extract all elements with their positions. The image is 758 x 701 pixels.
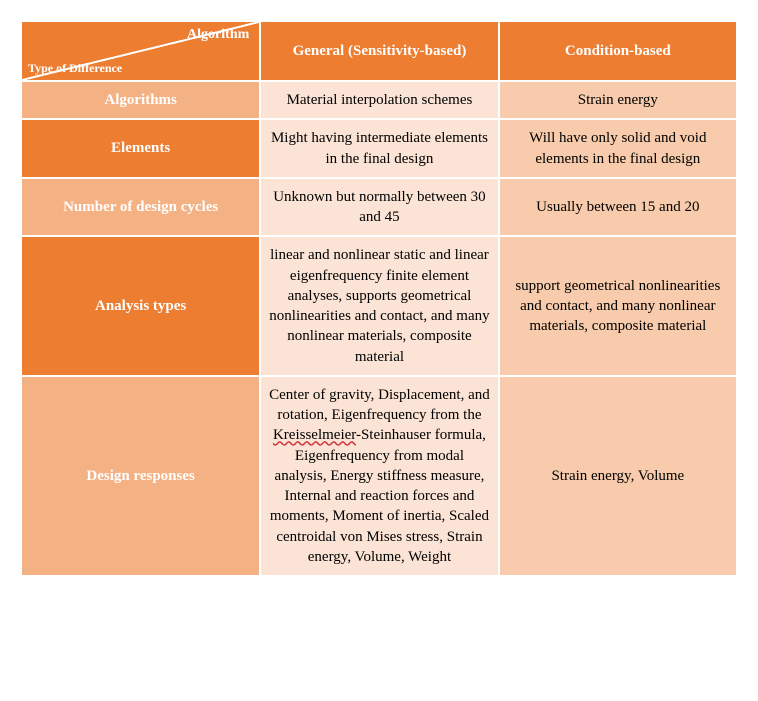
cell-cycles-condition: Usually between 15 and 20 bbox=[499, 178, 737, 237]
table-row: Algorithms Material interpolation scheme… bbox=[21, 81, 737, 119]
table-row: Design responses Center of gravity, Disp… bbox=[21, 376, 737, 576]
cell-responses-general: Center of gravity, Displacement, and rot… bbox=[260, 376, 498, 576]
table-row: Elements Might having intermediate eleme… bbox=[21, 119, 737, 178]
responses-prefix: Center of gravity, Displacement, and rot… bbox=[269, 387, 490, 423]
cell-cycles-general: Unknown but normally between 30 and 45 bbox=[260, 178, 498, 237]
cell-analysis-condition: support geometrical nonlinearities and c… bbox=[499, 236, 737, 376]
row-label-elements: Elements bbox=[21, 119, 260, 178]
row-label-analysis: Analysis types bbox=[21, 236, 260, 376]
row-label-cycles: Number of design cycles bbox=[21, 178, 260, 237]
diag-label-top: Algorithm bbox=[187, 26, 249, 45]
cell-elements-general: Might having intermediate elements in th… bbox=[260, 119, 498, 178]
col-header-condition: Condition-based bbox=[499, 21, 737, 81]
cell-responses-condition: Strain energy, Volume bbox=[499, 376, 737, 576]
cell-elements-condition: Will have only solid and void elements i… bbox=[499, 119, 737, 178]
cell-analysis-general: linear and nonlinear static and linear e… bbox=[260, 236, 498, 376]
diagonal-header-cell: Algorithm Type of Difference bbox=[21, 21, 260, 81]
responses-underlined-word: Kreisselmeier bbox=[273, 427, 356, 443]
table-row: Analysis types linear and nonlinear stat… bbox=[21, 236, 737, 376]
diag-label-bottom: Type of Difference bbox=[28, 60, 122, 76]
row-label-responses: Design responses bbox=[21, 376, 260, 576]
comparison-table: Algorithm Type of Difference General (Se… bbox=[20, 20, 738, 577]
responses-suffix: -Steinhauser formula, Eigenfrequency fro… bbox=[270, 427, 489, 565]
row-label-algorithms: Algorithms bbox=[21, 81, 260, 119]
header-row: Algorithm Type of Difference General (Se… bbox=[21, 21, 737, 81]
col-header-general: General (Sensitivity-based) bbox=[260, 21, 498, 81]
cell-algorithms-condition: Strain energy bbox=[499, 81, 737, 119]
cell-algorithms-general: Material interpolation schemes bbox=[260, 81, 498, 119]
table-row: Number of design cycles Unknown but norm… bbox=[21, 178, 737, 237]
